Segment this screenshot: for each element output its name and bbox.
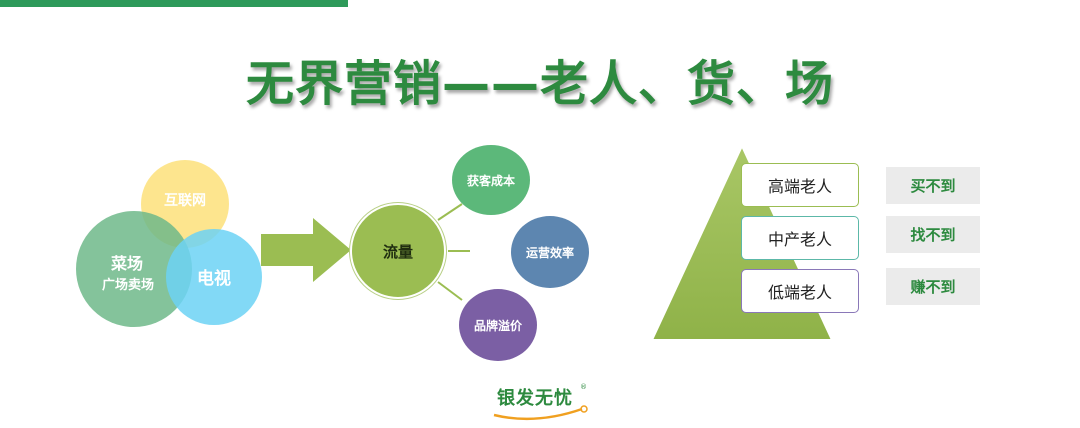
- flow-center-circle: 流量: [350, 203, 446, 299]
- pyramid-tag-low: 赚不到: [886, 268, 980, 305]
- pyramid-tag-middle: 找不到: [886, 216, 980, 253]
- venn-label-internet: 互联网: [164, 193, 206, 209]
- page-title: 无界营销——老人、货、场: [245, 56, 834, 112]
- brand-logo-swoosh-icon: [493, 405, 588, 421]
- pyramid-level-low: 低端老人: [741, 269, 859, 313]
- venn-label-market-line1: 菜场: [110, 254, 143, 273]
- top-accent-bar: [0, 0, 348, 7]
- outcome-circle-brand: 品牌溢价: [459, 289, 537, 361]
- pyramid-tag-high: 买不到: [886, 167, 980, 204]
- outcome-circle-cost: 获客成本: [452, 145, 530, 215]
- brand-logo-registered: ®: [580, 383, 587, 391]
- right-arrow-icon: [261, 218, 351, 282]
- outcome-circle-ops: 运营效率: [511, 216, 589, 288]
- venn-label-tv: 电视: [197, 269, 231, 289]
- pyramid-level-middle: 中产老人: [741, 216, 859, 260]
- venn-circle-tv: [166, 229, 262, 325]
- venn-label-market-line2: 广场卖场: [101, 278, 154, 293]
- brand-logo-text: 银发无忧: [497, 388, 573, 409]
- pyramid-level-high: 高端老人: [741, 163, 859, 207]
